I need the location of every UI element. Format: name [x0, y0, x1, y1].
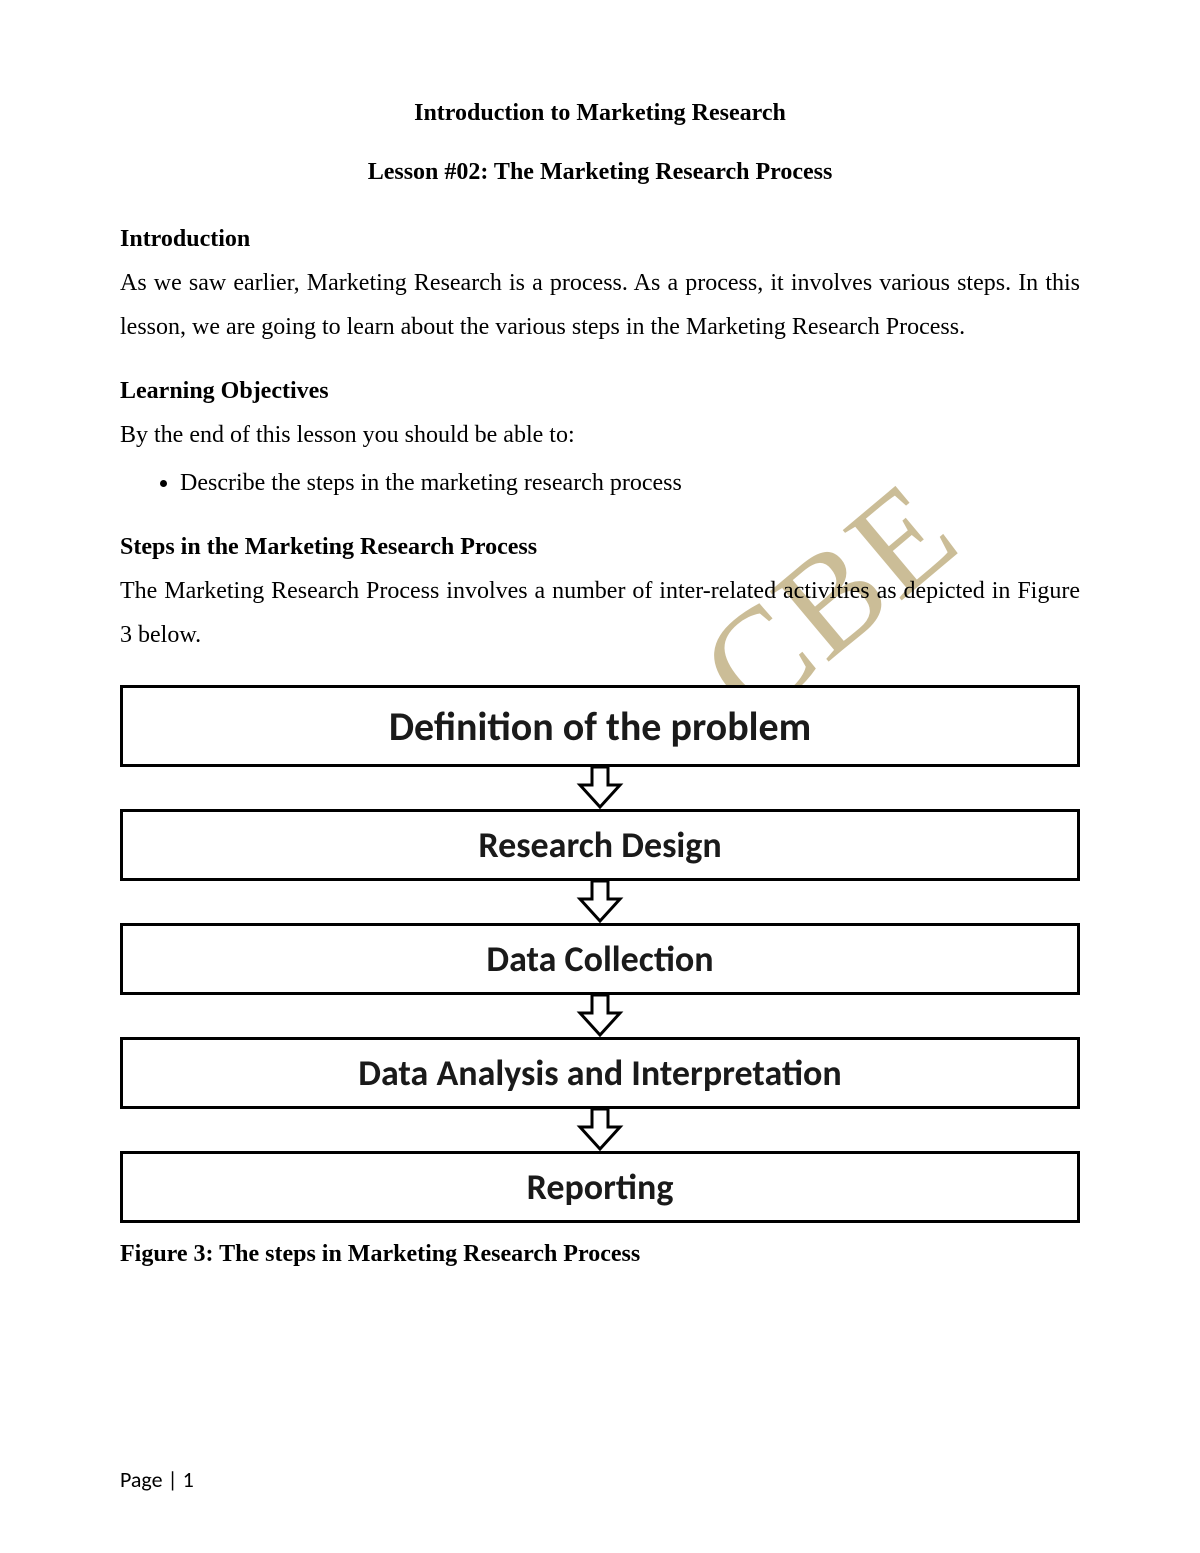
objectives-intro: By the end of this lesson you should be …: [120, 413, 1080, 457]
intro-heading: Introduction: [120, 226, 1080, 253]
document-title: Introduction to Marketing Research: [120, 100, 1080, 127]
intro-paragraph: As we saw earlier, Marketing Research is…: [120, 261, 1080, 350]
arrow-down-icon: [572, 1109, 628, 1151]
lesson-title: Lesson #02: The Marketing Research Proce…: [120, 159, 1080, 186]
arrow-down-icon: [572, 767, 628, 809]
flow-arrow: [120, 881, 1080, 923]
flow-node: Reporting: [120, 1151, 1080, 1223]
objectives-list: Describe the steps in the marketing rese…: [180, 461, 1080, 505]
steps-paragraph: The Marketing Research Process involves …: [120, 569, 1080, 658]
flow-arrow: [120, 767, 1080, 809]
flowchart: Definition of the problem Research Desig…: [120, 685, 1080, 1223]
steps-heading: Steps in the Marketing Research Process: [120, 534, 1080, 561]
arrow-down-icon: [572, 995, 628, 1037]
page-number: Page | 1: [120, 1466, 194, 1493]
flow-node: Research Design: [120, 809, 1080, 881]
flow-arrow: [120, 995, 1080, 1037]
list-item: Describe the steps in the marketing rese…: [180, 461, 1080, 505]
figure-caption: Figure 3: The steps in Marketing Researc…: [120, 1241, 1080, 1268]
arrow-down-icon: [572, 881, 628, 923]
objectives-heading: Learning Objectives: [120, 378, 1080, 405]
flow-arrow: [120, 1109, 1080, 1151]
flow-node: Data Analysis and Interpretation: [120, 1037, 1080, 1109]
flow-node: Data Collection: [120, 923, 1080, 995]
flow-node: Definition of the problem: [120, 685, 1080, 767]
